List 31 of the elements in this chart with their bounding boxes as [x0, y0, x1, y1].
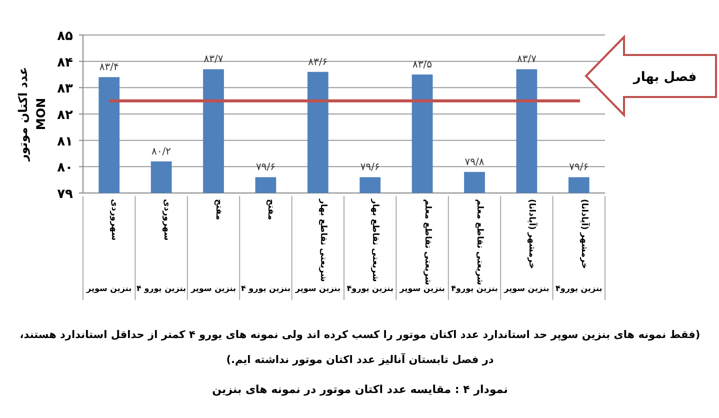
category-label: مفتح بنزین سوپر — [190, 199, 236, 293]
x-tick-label: شریعتی تقاطع بهار بنزین یورو۴ — [346, 198, 394, 293]
data-label: ۸۳/۵ — [412, 60, 432, 70]
text: (فقط نمونه های بنزین سوپر حد استاندارد عدد اکتان موتور را کسب کرده اند ولی نمونه های یورو ۴ کمتر از حداقل استاندارد هستند، — [20, 329, 700, 341]
x-tick-label: شریعتی تقاطع معلم بنزین یورو۴ — [451, 199, 498, 293]
x-tick-label: شریعتی تقاطع بهار بنزین سوپر — [294, 198, 340, 293]
category-label: سهروردی بنزین یورو ۴ — [136, 199, 186, 293]
text: در فصل تابستان آنالیز عدد اکتان موتور نداشته ایم.) — [226, 352, 494, 366]
x-tick-label: شریعتی تقاطع معلم بنزین سوپر — [398, 199, 445, 293]
text: فصل بهار — [632, 70, 697, 85]
y-tick-label: ۸۲ — [57, 108, 74, 123]
category-label: مفتح بنزین یورو ۴ — [240, 199, 290, 293]
y-tick-label: ۸۳ — [57, 82, 74, 97]
text: نمودار ۴ : مقایسه عدد اکتان موتور در نمونه های بنزین — [212, 383, 508, 396]
y-tick-label: ۸۵ — [57, 29, 74, 44]
category-label: سهروردی بنزین سوپر — [86, 199, 132, 293]
data-label: ۷۹/۶ — [569, 162, 589, 174]
category-label: خرمشهر (آپادانا) بنزین سوپر — [504, 199, 550, 293]
category-label: خرمشهر (آپادانا) بنزین یورو۴ — [556, 199, 602, 293]
data-label: ۷۹/۸ — [464, 156, 485, 168]
data-label: ۸۳/۶ — [308, 56, 328, 68]
y-tick-label: ۸۴ — [57, 55, 74, 70]
data-label: ۸۳/۷ — [204, 54, 224, 66]
y-tick-label: ۷۹ — [57, 187, 74, 202]
data-label: ۸۳/۴ — [99, 62, 119, 74]
data-label: ۸۰/۲ — [152, 146, 172, 158]
y-tick-label: ۸۰ — [57, 160, 73, 176]
data-label: ۸۳/۷ — [516, 54, 538, 66]
data-label: ۷۹/۶ — [360, 162, 380, 174]
data-label: ۷۹/۶ — [256, 162, 276, 174]
y-tick-label: ۸۱ — [57, 134, 73, 150]
